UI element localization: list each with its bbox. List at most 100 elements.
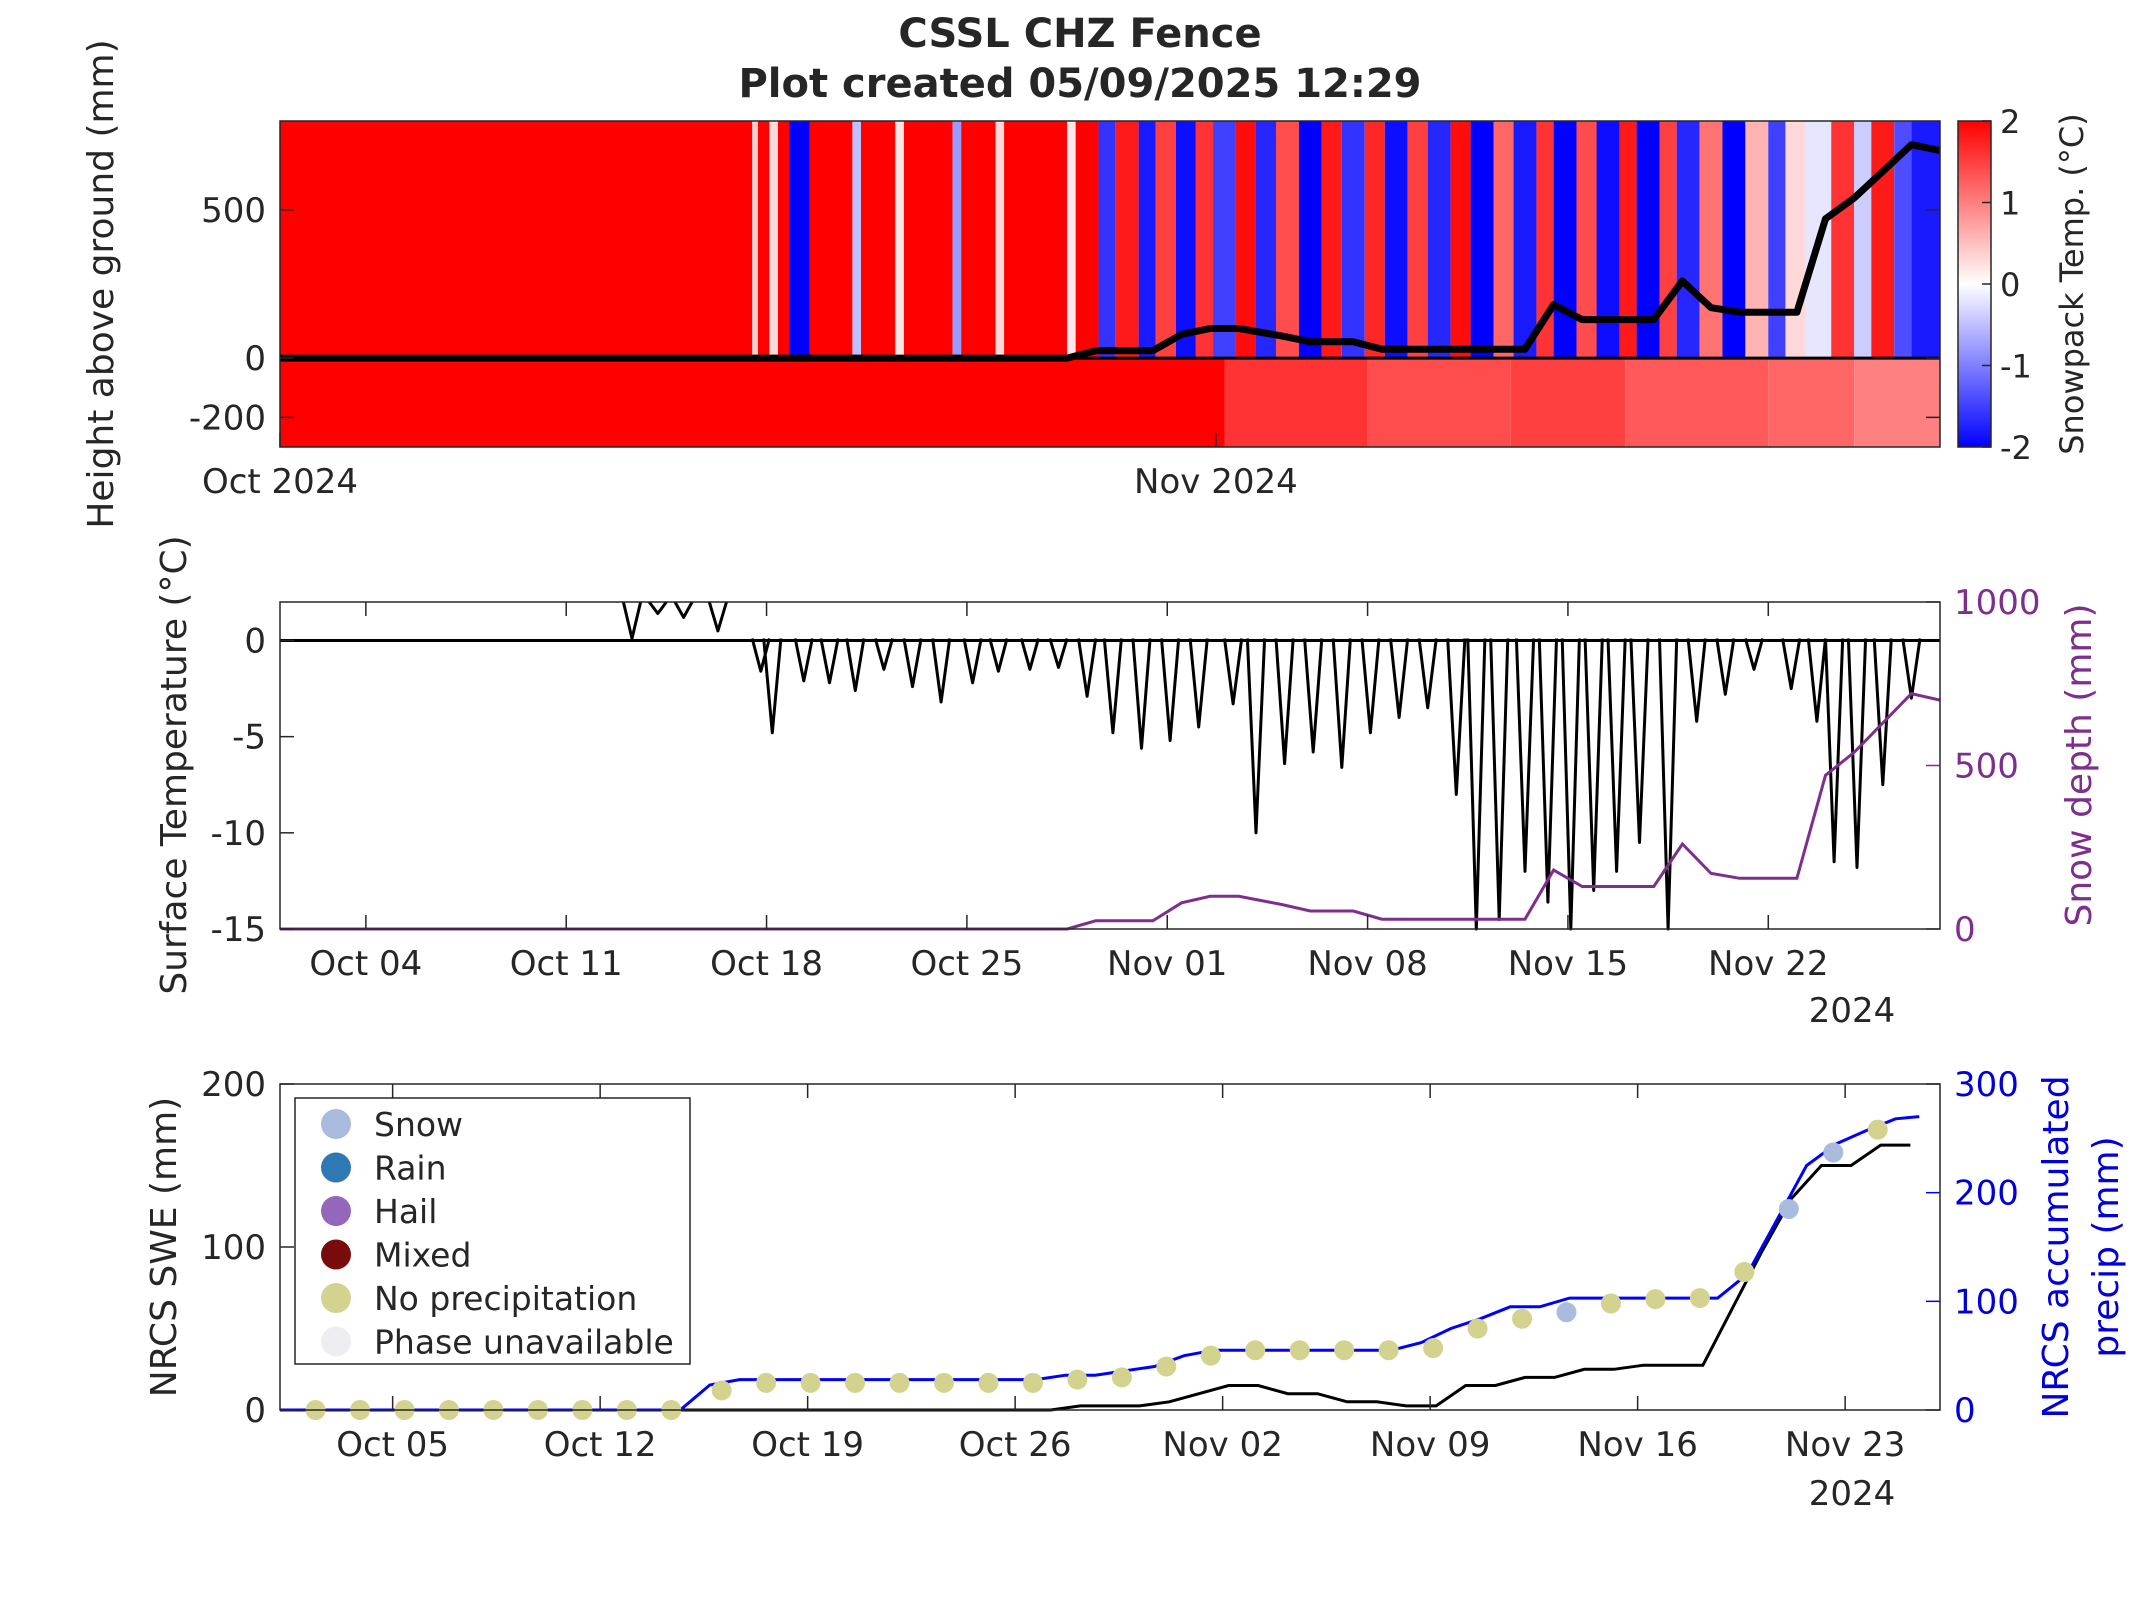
heatmap-cell <box>1625 358 1769 447</box>
heatmap-cell <box>1138 121 1156 359</box>
heatmap-cell <box>1785 121 1806 359</box>
y2-tick-label: 0 <box>1954 910 1976 950</box>
x-tick-label: Nov 09 <box>1370 1425 1490 1465</box>
heatmap-cell <box>1407 121 1428 359</box>
heatmap-cell <box>1768 121 1786 359</box>
heatmap-cell <box>1676 121 1700 359</box>
heatmap-cell <box>809 121 853 359</box>
heatmap-cell <box>1911 121 1940 359</box>
y-tick-label: -15 <box>210 910 266 950</box>
precip-phase-marker <box>1022 1372 1043 1393</box>
surface-temperature-marks: 0 -5 -10 -15 1000 500 0 Oct 04 Oct 11 Oct 18 Oct 2… <box>210 583 2040 984</box>
legend-marker-unavail <box>321 1326 351 1357</box>
nrcs-swe-panel: 200 100 0 300 200 100 0 Oct 05 Oct 12 Oct 19 Oct 2… <box>144 1065 2127 1514</box>
precip-phase-marker <box>1111 1367 1132 1388</box>
heatmap-cell <box>1513 121 1537 359</box>
heatmap-cell <box>903 121 953 359</box>
heatmap-cell <box>961 121 996 359</box>
surface-temperature-panel: 0 -5 -10 -15 1000 500 0 Oct 04 Oct 11 Oct 18 Oct 2… <box>154 535 2100 1031</box>
heatmap-cell <box>757 121 770 359</box>
y-tick-label: -10 <box>210 814 266 854</box>
y2-tick-label: 300 <box>1954 1065 2019 1105</box>
y-tick-label: 0 <box>244 339 266 379</box>
heatmap-cell <box>1854 121 1872 359</box>
heatmap-cell <box>1224 358 1368 447</box>
heatmap-cell <box>1427 121 1451 359</box>
colorbar-tick-label: 0 <box>2000 266 2020 304</box>
heatmap-cell <box>752 121 758 359</box>
heatmap-cell <box>1553 121 1577 359</box>
nrcs-swe-marks: 200 100 0 300 200 100 0 Oct 05 Oct 12 Oct 19 Oct 2… <box>201 1065 2019 1465</box>
precip-phase-marker <box>889 1372 910 1393</box>
snow-depth-line <box>280 691 1941 931</box>
heatmap-cell <box>1619 121 1637 359</box>
legend-marker-hail <box>321 1196 351 1226</box>
precip-y-axis-label-line2: precip (mm) <box>2086 1136 2127 1357</box>
precip-phase-marker <box>1867 1119 1888 1140</box>
heatmap-marks: 500 0 -200 Oct 2024 Nov 2024 <box>189 141 1941 502</box>
precip-phase-marker <box>1600 1293 1621 1314</box>
nrcs-frame <box>279 1083 1941 1411</box>
heatmap-cell <box>1576 121 1597 359</box>
colorbar-label: Snowpack Temp. (°C) <box>2053 113 2091 455</box>
snow-depth-y-axis-label: Snow depth (mm) <box>2059 603 2100 926</box>
heatmap-cell <box>1470 121 1494 359</box>
surface-temp-frame <box>279 601 1941 930</box>
x-tick-label: Nov 23 <box>1785 1425 1905 1465</box>
heatmap-cell <box>1067 121 1076 359</box>
x-tick-label: Oct 05 <box>336 1425 449 1465</box>
surface-temp-y-axis-label: Surface Temperature (°C) <box>154 535 195 994</box>
legend-box <box>294 1097 691 1365</box>
heatmap-cell <box>1004 121 1068 359</box>
x-tick-label: Nov 16 <box>1577 1425 1697 1465</box>
precip-phase-marker <box>1200 1345 1221 1366</box>
heatmap-cell <box>1768 358 1855 447</box>
colorbar-tick-label: 1 <box>2000 185 2020 223</box>
heatmap-cell <box>1831 121 1855 359</box>
y-tick-label: 0 <box>244 621 266 661</box>
precip-phase-marker <box>1778 1198 1799 1219</box>
heatmap-cell <box>861 121 896 359</box>
heatmap-cell <box>1722 121 1746 359</box>
heatmap-cell <box>280 121 753 359</box>
snowpack-heatmap-panel: 500 0 -200 Oct 2024 Nov 2024 Height above gr… <box>81 39 2091 528</box>
precip-phase-marker <box>756 1372 777 1393</box>
legend-label-hail: Hail <box>374 1192 437 1231</box>
x-tick-label: Oct 25 <box>910 944 1023 984</box>
heatmap-cell <box>1364 121 1385 359</box>
heatmap-cell <box>1321 121 1342 359</box>
heatmap-cell <box>1745 121 1769 359</box>
chart-subtitle: Plot created 05/09/2025 12:29 <box>738 61 1421 107</box>
legend-label-snow: Snow <box>374 1105 463 1144</box>
legend-label-nopre: No precipitation <box>374 1279 637 1318</box>
legend-label-unavail: Phase unavailable <box>374 1323 674 1362</box>
x-tick-label: Oct 18 <box>710 944 823 984</box>
heatmap-cell <box>1871 121 1895 359</box>
heatmap-frame <box>279 120 1941 448</box>
precip-phase-marker <box>1289 1340 1310 1361</box>
heatmap-cell <box>952 121 962 359</box>
heatmap-cell <box>769 121 778 359</box>
surface-temp-year-label: 2024 <box>1809 991 1896 1031</box>
heatmap-cell <box>852 121 861 359</box>
x-tick-label: Oct 11 <box>510 944 623 984</box>
heatmap-cell <box>280 358 1225 447</box>
x-tick-label: Nov 01 <box>1107 944 1227 984</box>
legend-label-rain: Rain <box>374 1149 447 1188</box>
heatmap-y-axis-label: Height above ground (mm) <box>81 39 122 528</box>
y-tick-label: -200 <box>189 398 266 438</box>
y2-tick-label: 100 <box>1954 1282 2019 1322</box>
y-tick-label: -5 <box>232 718 266 758</box>
colorbar <box>1957 120 1992 448</box>
heatmap-cell <box>1255 121 1276 359</box>
precip-phase-marker <box>1467 1318 1488 1339</box>
heatmap-cell <box>1894 121 1912 359</box>
heatmap-cell <box>1536 121 1554 359</box>
legend-marker-mixed <box>321 1239 351 1270</box>
heatmap-cell <box>1450 121 1471 359</box>
heatmap-cells <box>280 121 1940 447</box>
precip-phase-marker <box>1378 1340 1399 1361</box>
heatmap-cell <box>789 121 810 359</box>
surface-temperature-line <box>621 601 1922 931</box>
